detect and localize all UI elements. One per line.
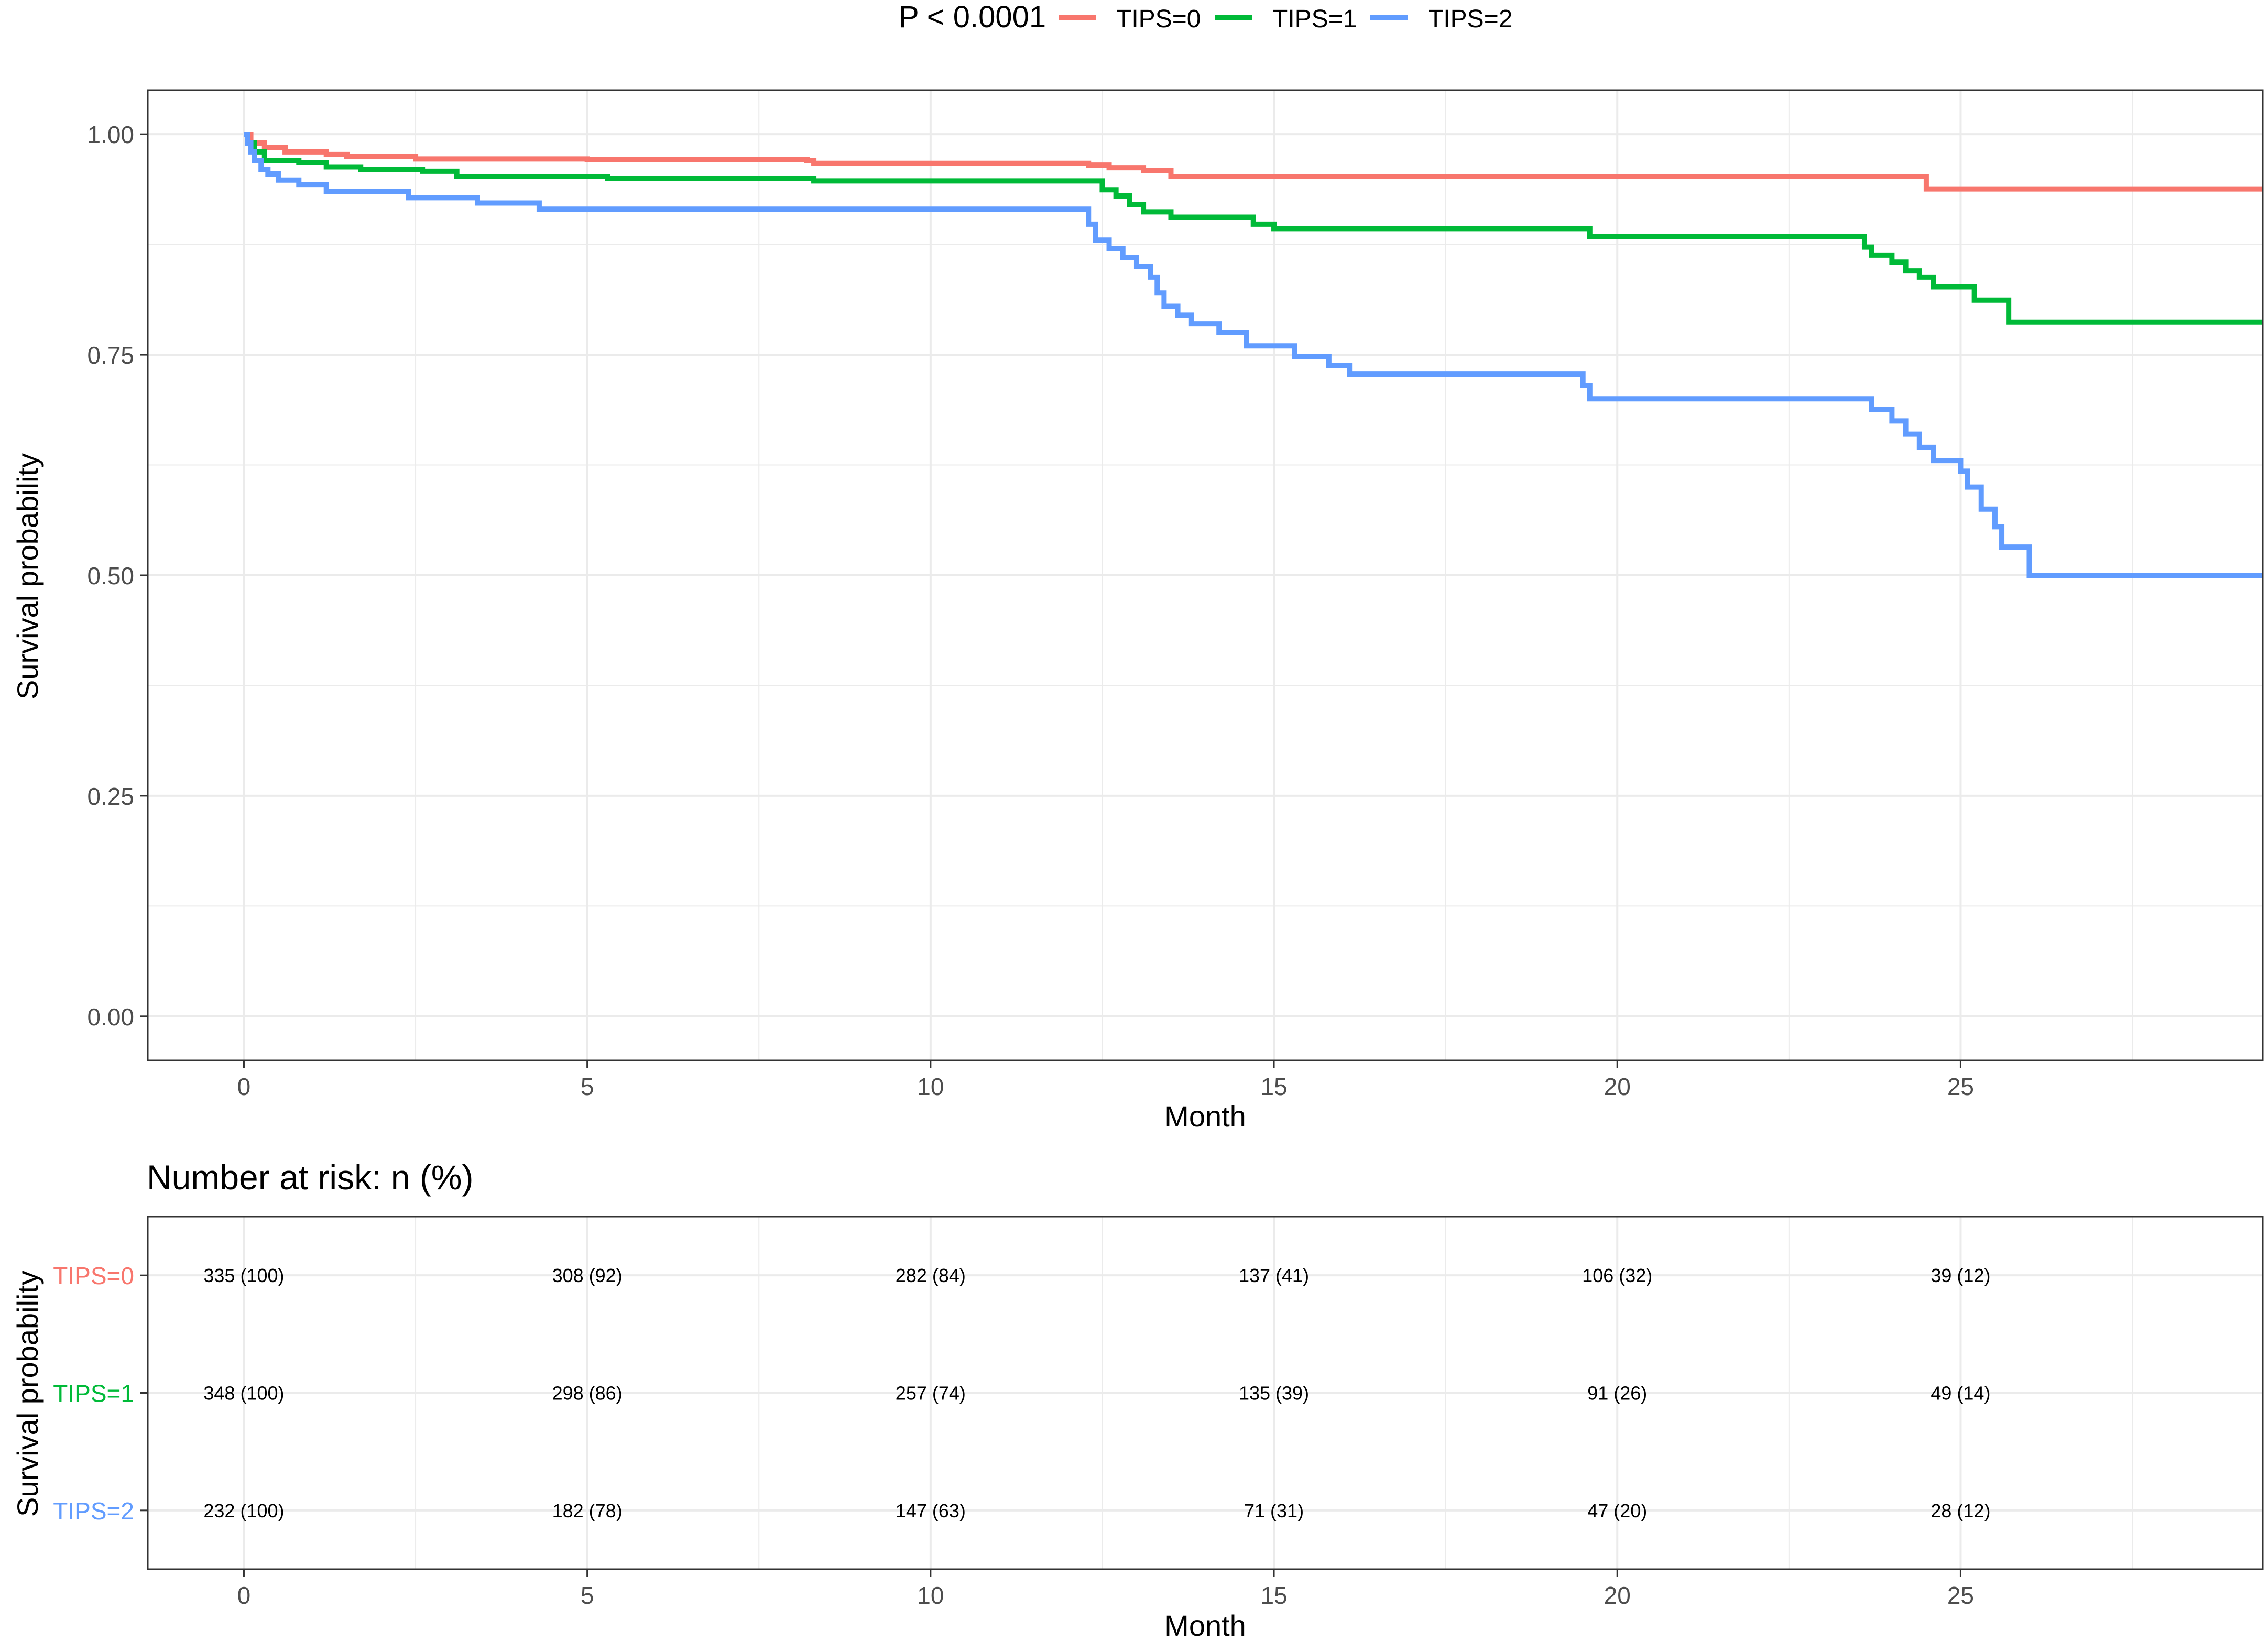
survival-x-tick-label: 20 [1604,1073,1631,1100]
survival-y-tick-label: 0.00 [87,1003,134,1031]
risk-cell: 28 (12) [1931,1500,1990,1521]
risk-cell: 39 (12) [1931,1265,1990,1286]
survival-curve-tips0 [244,132,2263,192]
risk-y-axis: TIPS=0 TIPS=1 TIPS=2 [53,1262,148,1525]
risk-table-title: Number at risk: n (%) [147,1158,473,1197]
risk-cell: 106 (32) [1582,1265,1652,1286]
risk-cell: 232 (100) [203,1500,284,1521]
risk-cell: 49 (14) [1931,1383,1990,1404]
risk-cell: 298 (86) [552,1383,623,1404]
risk-x-axis: 0 5 10 15 20 25 [237,1569,1974,1609]
survival-y-tick-label: 0.50 [87,562,134,589]
survival-x-tick-label: 5 [581,1073,594,1100]
survival-x-axis-label: Month [1164,1100,1246,1133]
risk-cell: 308 (92) [552,1265,623,1286]
survival-plot: 0.00 0.25 0.50 0.75 1.00 0 5 10 15 20 25 Month Su… [11,89,2264,1133]
survival-curve-tips1 [244,132,2263,325]
survival-y-axis-label: Survival probability [11,453,44,699]
risk-x-tick-label: 25 [1947,1582,1974,1609]
risk-cell: 137 (41) [1239,1265,1309,1286]
survival-series [244,132,2263,578]
survival-x-tick-label: 10 [917,1073,944,1100]
legend-pvalue: P < 0.0001 [899,0,1046,34]
risk-y-axis-label: Survival probability [11,1271,44,1517]
risk-cell: 47 (20) [1587,1500,1647,1521]
risk-cell: 335 (100) [203,1265,284,1286]
survival-y-tick-label: 1.00 [87,121,134,148]
survival-x-axis: 0 5 10 15 20 25 [237,1060,1974,1100]
risk-cell: 147 (63) [896,1500,966,1521]
legend-label-tips1: TIPS=1 [1272,5,1357,33]
risk-x-tick-label: 15 [1260,1582,1287,1609]
risk-cell: 71 (31) [1244,1500,1304,1521]
risk-cell: 91 (26) [1587,1383,1647,1404]
legend-label-tips0: TIPS=0 [1116,5,1201,33]
risk-cell: 282 (84) [896,1265,966,1286]
survival-y-tick-label: 0.25 [87,783,134,810]
risk-table: Number at risk: n (%) 335 (100) 308 (92) 2… [11,1158,2264,1642]
risk-x-tick-label: 0 [237,1582,251,1609]
risk-x-tick-label: 10 [917,1582,944,1609]
survival-y-axis: 0.00 0.25 0.50 0.75 1.00 [87,121,148,1031]
risk-grid [148,1217,2263,1569]
risk-cell: 182 (78) [552,1500,623,1521]
risk-x-tick-label: 5 [581,1582,594,1609]
legend: P < 0.0001 TIPS=0 TIPS=1 TIPS=2 [899,0,1512,34]
survival-y-tick-label: 0.75 [87,342,134,369]
risk-row-label-tips2: TIPS=2 [53,1497,134,1525]
survival-x-tick-label: 0 [237,1073,251,1100]
risk-x-axis-label: Month [1164,1609,1246,1642]
risk-cell: 348 (100) [203,1383,284,1404]
legend-label-tips2: TIPS=2 [1428,5,1512,33]
risk-cells: 335 (100) 308 (92) 282 (84) 137 (41) 106 (32… [203,1265,1990,1521]
risk-row-label-tips0: TIPS=0 [53,1262,134,1289]
survival-x-tick-label: 15 [1260,1073,1287,1100]
risk-cell: 135 (39) [1239,1383,1309,1404]
risk-x-tick-label: 20 [1604,1582,1631,1609]
risk-cell: 257 (74) [896,1383,966,1404]
survival-x-tick-label: 25 [1947,1073,1974,1100]
risk-row-label-tips1: TIPS=1 [53,1380,134,1407]
survival-grid [148,90,2263,1060]
survival-curve-tips2 [244,132,2263,578]
